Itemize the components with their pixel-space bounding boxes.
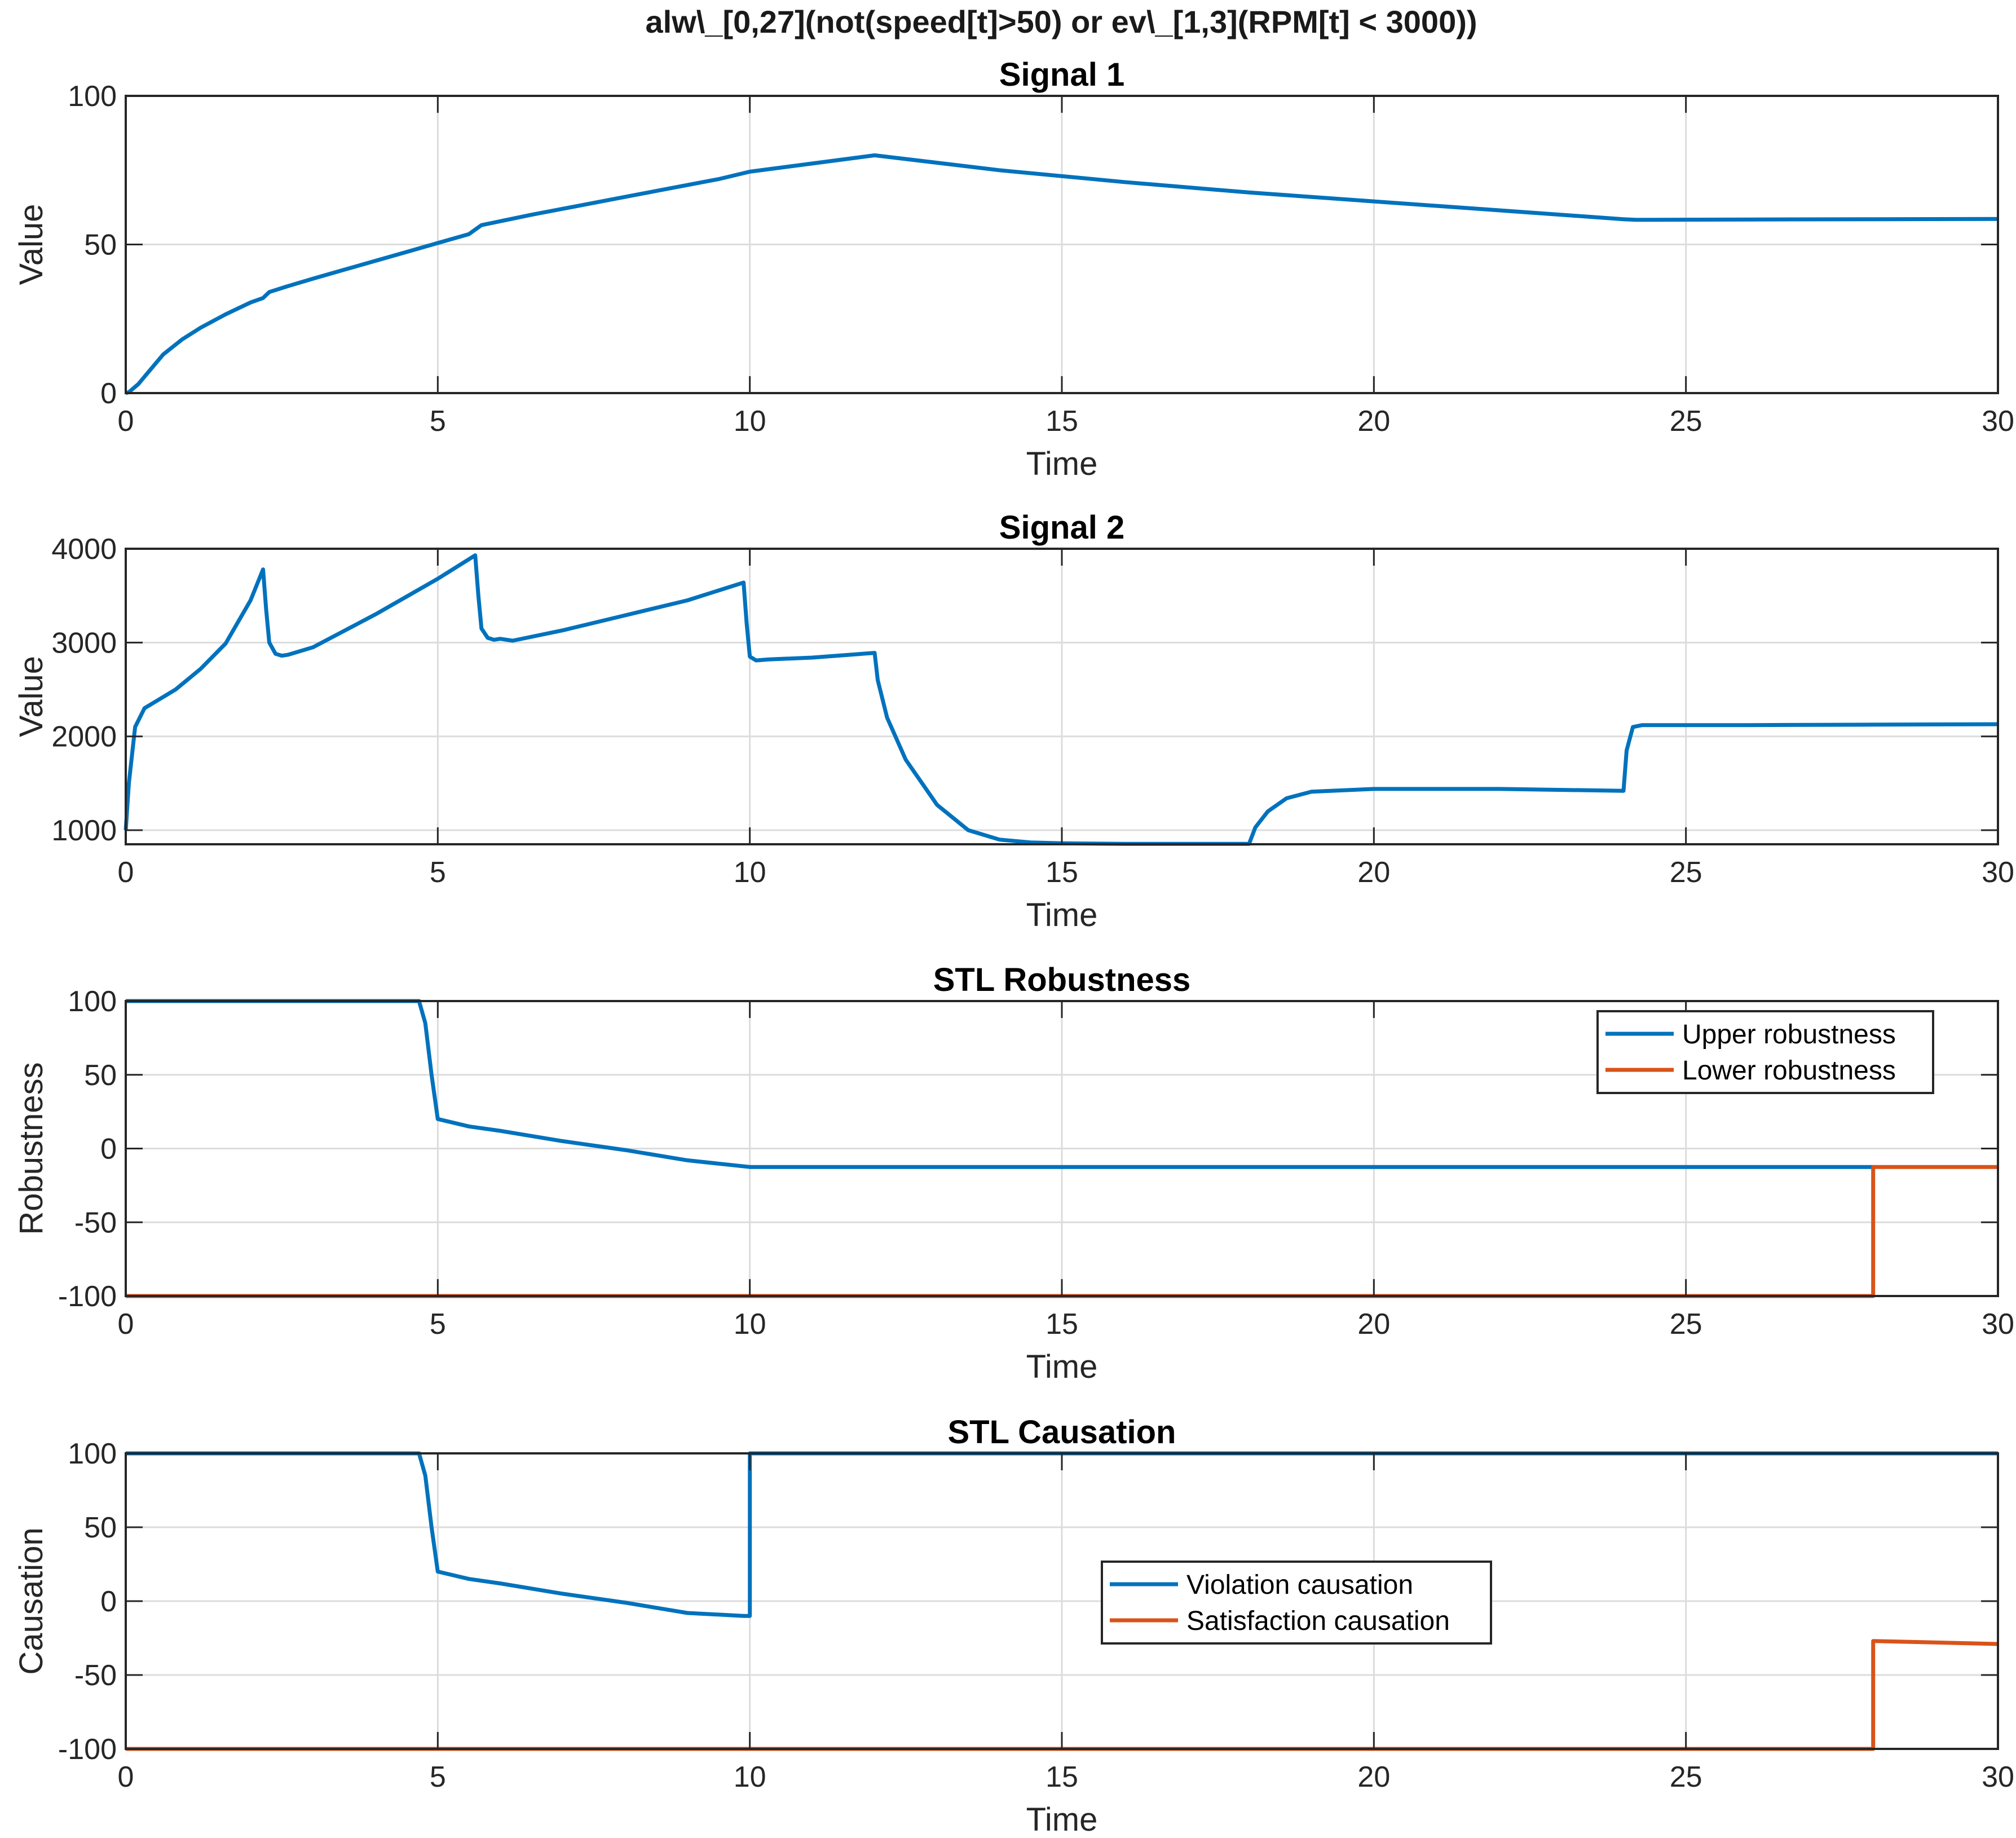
y-tick-label: 0	[100, 1585, 117, 1618]
x-axis-label: Time	[1026, 446, 1098, 482]
y-tick-label: -50	[74, 1659, 117, 1692]
legend-entry: Upper robustness	[1682, 1020, 1896, 1050]
x-tick-label: 25	[1670, 1308, 1702, 1341]
series-line-1	[123, 553, 1999, 846]
y-axis-label: Causation	[13, 1527, 50, 1674]
subplot-title: Signal 2	[999, 509, 1124, 546]
x-tick-label: 10	[734, 1308, 766, 1341]
y-tick-label: 50	[84, 1059, 117, 1092]
x-tick-label: 30	[1982, 405, 2014, 438]
y-tick-label: -100	[58, 1733, 117, 1766]
x-tick-label: 20	[1357, 1761, 1390, 1793]
series-line-1	[126, 999, 1873, 1169]
subplot-title: STL Robustness	[933, 962, 1191, 998]
legend-box	[1596, 1010, 1934, 1094]
x-tick-label: 0	[118, 856, 134, 889]
x-tick-label: 5	[430, 405, 446, 438]
x-tick-label: 25	[1670, 856, 1702, 889]
x-axis-label: Time	[1026, 1801, 1098, 1838]
x-tick-label: 25	[1670, 1761, 1702, 1793]
y-tick-label: 4000	[51, 533, 117, 566]
y-tick-label: 50	[84, 1511, 117, 1544]
series-line-1	[126, 1451, 1998, 1618]
x-tick-label: 25	[1670, 405, 1702, 438]
x-tick-label: 15	[1046, 856, 1078, 889]
y-axis-label: Value	[13, 656, 50, 737]
x-tick-label: 5	[430, 1308, 446, 1341]
x-axis-label: Time	[1026, 897, 1098, 933]
x-tick-label: 10	[734, 856, 766, 889]
legend-box	[1101, 1561, 1492, 1645]
y-tick-label: 0	[100, 1133, 117, 1166]
x-tick-label: 20	[1357, 856, 1390, 889]
y-tick-label: 0	[100, 377, 117, 410]
x-tick-label: 20	[1357, 1308, 1390, 1341]
y-tick-label: -100	[58, 1280, 117, 1313]
x-tick-label: 10	[734, 405, 766, 438]
figure-title: alw\_[0,27](not(speed[t]>50) or ev\_[1,3…	[645, 4, 1477, 39]
x-tick-label: 5	[430, 856, 446, 889]
legend-entry: Satisfaction causation	[1186, 1606, 1450, 1636]
series-line-1	[125, 153, 1999, 395]
subplot-2: 0 5 10 15 20 25 30 1000 2000 3000 4000 Signal 2 Time…	[13, 509, 2014, 933]
y-axis-label: Value	[13, 204, 50, 285]
y-tick-label: 100	[68, 985, 117, 1018]
legend: Violation causation Satisfaction causatio…	[1101, 1561, 1492, 1645]
y-tick-label: 2000	[51, 721, 117, 753]
legend-entry: Violation causation	[1186, 1570, 1413, 1600]
x-tick-label: 0	[118, 1761, 134, 1793]
y-tick-label: -50	[74, 1206, 117, 1239]
x-tick-label: 0	[118, 1308, 134, 1341]
x-tick-label: 30	[1982, 1761, 2014, 1793]
x-tick-label: 30	[1982, 1308, 2014, 1341]
x-tick-label: 30	[1982, 856, 2014, 889]
subplot-3: 0 5 10 15 20 25 30 -100 -50 0 50 100 STL Robustness T…	[13, 962, 2014, 1385]
subplot-4: 0 5 10 15 20 25 30 -100 -50 0 50 100 STL Causation Ti…	[13, 1414, 2014, 1838]
y-tick-label: 100	[68, 80, 117, 113]
subplot-title: STL Causation	[948, 1414, 1176, 1451]
x-tick-label: 15	[1046, 405, 1078, 438]
legend: Upper robustness Lower robustness	[1596, 1010, 1934, 1094]
y-tick-label: 100	[68, 1438, 117, 1470]
x-tick-label: 0	[118, 405, 134, 438]
subplot-title: Signal 1	[999, 56, 1124, 93]
x-tick-label: 10	[734, 1761, 766, 1793]
y-tick-label: 1000	[51, 814, 117, 847]
y-axis-label: Robustness	[13, 1062, 50, 1235]
y-tick-label: 50	[84, 229, 117, 262]
x-tick-label: 5	[430, 1761, 446, 1793]
x-tick-label: 15	[1046, 1761, 1078, 1793]
x-axis-label: Time	[1026, 1348, 1098, 1385]
subplot-1: 0 5 10 15 20 25 30 0 50 100 Signal 1 Time Value	[13, 56, 2014, 482]
x-tick-label: 20	[1357, 405, 1390, 438]
x-tick-label: 15	[1046, 1308, 1078, 1341]
legend-entry: Lower robustness	[1682, 1056, 1896, 1086]
y-tick-label: 3000	[51, 627, 117, 659]
